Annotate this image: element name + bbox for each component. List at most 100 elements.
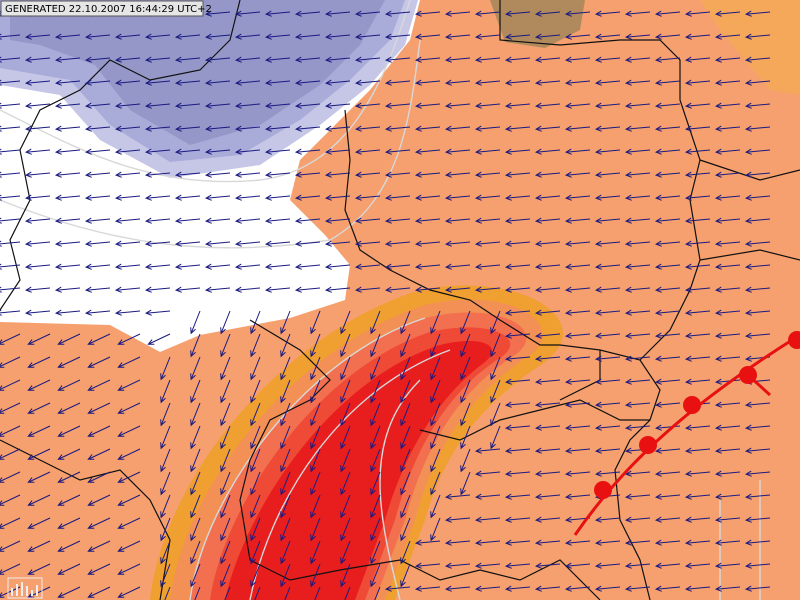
- wind-arrow: [714, 447, 741, 454]
- wind-arrow: [400, 494, 411, 519]
- wind-arrow: [324, 102, 351, 109]
- wind-arrow: [54, 309, 81, 316]
- wind-arrow: [344, 586, 351, 600]
- wind-arrow: [294, 33, 321, 40]
- wind-arrow: [354, 56, 381, 63]
- wind-arrow: [504, 355, 531, 362]
- wind-arrow: [54, 33, 81, 40]
- wind-arrow: [564, 562, 591, 569]
- wind-arrow: [490, 379, 501, 404]
- wind-arrow: [24, 263, 51, 270]
- wind-arrow: [264, 125, 291, 132]
- wind-arrow: [250, 310, 261, 335]
- wind-arrow: [324, 56, 351, 63]
- wind-arrow: [310, 540, 321, 565]
- wind-arrow: [504, 332, 531, 339]
- logo-frame: [7, 577, 43, 599]
- wind-arrow: [684, 240, 711, 247]
- wind-arrow: [684, 539, 711, 546]
- wind-arrow: [654, 378, 681, 385]
- wind-arrow: [384, 240, 411, 247]
- wind-arrow: [234, 194, 261, 201]
- wind-arrow: [190, 563, 201, 588]
- wind-arrow: [144, 102, 171, 109]
- wind-arrow: [624, 171, 651, 178]
- wind-arrow: [374, 586, 381, 600]
- wind-arrow: [534, 516, 561, 523]
- wind-arrow: [117, 448, 141, 460]
- wind-arrow: [460, 356, 471, 381]
- wind-arrow: [324, 79, 351, 86]
- wind-arrow: [84, 194, 111, 201]
- wind-arrow: [234, 263, 261, 270]
- wind-arrow: [594, 332, 621, 339]
- wind-arrow: [57, 425, 81, 437]
- wind-arrow: [654, 263, 681, 270]
- wind-arrow: [24, 171, 51, 178]
- wind-arrow: [340, 494, 351, 519]
- wind-arrow: [684, 286, 711, 293]
- wind-arrow: [0, 33, 21, 40]
- wind-arrow: [684, 493, 711, 500]
- wind-arrow: [534, 102, 561, 109]
- wind-arrow: [654, 470, 681, 477]
- wind-arrow: [564, 194, 591, 201]
- wind-arrow: [160, 379, 171, 404]
- wind-arrow: [564, 56, 591, 63]
- wind-arrow: [534, 493, 561, 500]
- wind-arrow: [24, 194, 51, 201]
- country-border: [239, 319, 601, 600]
- wind-arrow: [57, 379, 81, 391]
- wind-arrow: [400, 402, 411, 427]
- wind-arrow: [654, 240, 681, 247]
- wind-arrow: [534, 79, 561, 86]
- wind-arrow: [220, 356, 231, 381]
- wind-arrow: [310, 356, 321, 381]
- wind-arrow: [504, 493, 531, 500]
- wind-arrow: [714, 585, 741, 592]
- wind-arrow: [160, 402, 171, 427]
- wind-arrow: [27, 425, 51, 437]
- wind-arrow: [340, 517, 351, 542]
- wind-arrow: [594, 562, 621, 569]
- wind-arrow: [234, 148, 261, 155]
- wind-arrow: [340, 425, 351, 450]
- wind-arrow: [744, 424, 771, 431]
- wind-arrow: [534, 447, 561, 454]
- wind-arrow: [250, 471, 261, 496]
- wind-arrow: [714, 401, 741, 408]
- wind-arrow: [490, 333, 501, 358]
- wind-arrow: [624, 332, 651, 339]
- wind-arrow: [117, 402, 141, 414]
- wind-arrow: [414, 217, 441, 224]
- wind-arrow: [594, 79, 621, 86]
- wind-arrow: [87, 448, 111, 460]
- wind-arrow: [27, 402, 51, 414]
- wind-arrow: [444, 33, 471, 40]
- wind-arrow: [744, 10, 771, 17]
- wind-arrow: [340, 563, 351, 588]
- wind-arrow: [430, 333, 441, 358]
- wind-arrow: [84, 286, 111, 293]
- wind-arrow: [430, 379, 441, 404]
- wind-arrow: [174, 148, 201, 155]
- wind-arrow: [264, 286, 291, 293]
- wind-arrow: [444, 263, 471, 270]
- wind-arrow: [534, 217, 561, 224]
- wind-arrow: [534, 309, 561, 316]
- wind-arrow: [430, 471, 441, 496]
- wind-arrow: [654, 585, 681, 592]
- field-patch: [700, 0, 800, 95]
- wind-arrow: [117, 471, 141, 483]
- wind-arrow: [220, 448, 231, 473]
- wind-arrow: [84, 171, 111, 178]
- wind-arrow: [504, 516, 531, 523]
- wind-arrow: [504, 470, 531, 477]
- wind-arrow: [204, 171, 231, 178]
- wind-arrow: [744, 33, 771, 40]
- wind-arrow: [294, 79, 321, 86]
- wind-arrow: [27, 471, 51, 483]
- wind-arrow: [54, 148, 81, 155]
- wind-arrow: [294, 286, 321, 293]
- wind-arrow: [294, 125, 321, 132]
